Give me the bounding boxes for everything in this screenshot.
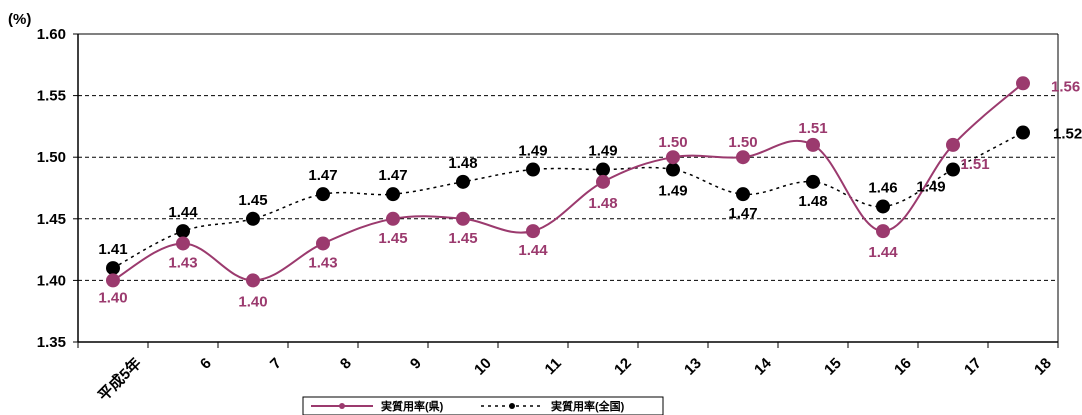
data-label: 1.43 bbox=[308, 254, 337, 271]
data-label: 1.50 bbox=[658, 134, 687, 151]
data-point bbox=[316, 187, 330, 202]
data-point bbox=[596, 162, 610, 177]
x-tick-label: 平成5年 bbox=[94, 354, 144, 404]
data-point bbox=[946, 137, 960, 152]
data-point bbox=[666, 150, 680, 165]
legend-marker-national bbox=[509, 403, 515, 409]
x-tick-label: 15 bbox=[821, 355, 845, 379]
data-label: 1.56 bbox=[1051, 78, 1080, 95]
data-label: 1.45 bbox=[238, 192, 267, 209]
data-label: 1.51 bbox=[798, 120, 827, 137]
data-point bbox=[456, 174, 470, 189]
x-tick-label: 17 bbox=[961, 355, 985, 379]
data-label: 1.41 bbox=[98, 241, 127, 258]
data-label: 1.52 bbox=[1053, 126, 1082, 143]
data-label: 1.49 bbox=[588, 143, 617, 160]
data-point bbox=[386, 211, 400, 226]
data-point bbox=[736, 150, 750, 165]
data-point bbox=[876, 199, 890, 214]
data-label: 1.43 bbox=[168, 254, 197, 271]
data-label: 1.49 bbox=[916, 179, 945, 196]
data-label: 1.48 bbox=[588, 195, 617, 212]
data-point bbox=[876, 224, 890, 239]
data-label: 1.47 bbox=[728, 205, 757, 222]
x-tick-label: 8 bbox=[337, 355, 355, 373]
x-tick-label: 6 bbox=[197, 355, 215, 373]
data-point bbox=[596, 174, 610, 189]
x-tick-label: 11 bbox=[542, 355, 565, 378]
x-tick-label: 18 bbox=[1031, 355, 1055, 379]
data-label: 1.40 bbox=[98, 289, 127, 306]
data-point bbox=[1016, 125, 1030, 140]
x-tick-label: 10 bbox=[471, 355, 495, 379]
data-point bbox=[666, 162, 680, 177]
y-tick-label: 1.50 bbox=[37, 149, 66, 166]
y-tick-label: 1.45 bbox=[37, 211, 66, 228]
data-label: 1.47 bbox=[308, 167, 337, 184]
axes: 1.35 1.40 1.45 1.50 1.55 1.60 (%) 平成5年 6 7 8 9 10 11 1… bbox=[8, 11, 1059, 405]
data-label: 1.45 bbox=[378, 230, 407, 247]
data-point bbox=[806, 137, 820, 152]
data-label: 1.48 bbox=[448, 155, 477, 172]
x-tick-label: 14 bbox=[751, 354, 775, 378]
data-point bbox=[946, 162, 960, 177]
x-tick-label: 16 bbox=[891, 355, 915, 379]
data-point bbox=[246, 273, 260, 288]
x-tick-label: 7 bbox=[267, 355, 285, 373]
legend-label-national: 実質用率(全国) bbox=[551, 399, 625, 413]
data-label: 1.49 bbox=[518, 143, 547, 160]
y-tick-label: 1.40 bbox=[37, 272, 66, 289]
data-label: 1.44 bbox=[518, 242, 548, 259]
data-label: 1.48 bbox=[798, 193, 827, 210]
data-label: 1.47 bbox=[378, 167, 407, 184]
x-tick-label: 9 bbox=[407, 355, 425, 373]
data-label: 1.44 bbox=[868, 244, 898, 261]
data-point bbox=[176, 236, 190, 251]
y-unit-label: (%) bbox=[8, 11, 31, 28]
data-point bbox=[1016, 76, 1030, 91]
data-point bbox=[526, 224, 540, 239]
data-point bbox=[176, 224, 190, 239]
legend: 実質用率(県) 実質用率(全国) bbox=[302, 396, 664, 415]
data-label: 1.45 bbox=[448, 230, 477, 247]
data-point bbox=[106, 261, 120, 276]
legend-label-prefecture: 実質用率(県) bbox=[381, 399, 444, 413]
y-tick-label: 1.35 bbox=[37, 334, 66, 351]
data-point bbox=[386, 187, 400, 202]
legend-marker-prefecture bbox=[339, 403, 345, 409]
data-label: 1.49 bbox=[658, 183, 687, 200]
data-point bbox=[106, 273, 120, 288]
data-label: 1.51 bbox=[960, 156, 989, 173]
data-label: 1.44 bbox=[168, 204, 198, 221]
x-tick-label: 13 bbox=[681, 355, 705, 379]
data-point bbox=[316, 236, 330, 251]
data-label: 1.40 bbox=[238, 293, 267, 310]
data-point bbox=[526, 162, 540, 177]
data-point bbox=[246, 211, 260, 226]
data-point bbox=[806, 174, 820, 189]
gridlines bbox=[78, 95, 1058, 281]
series-layer bbox=[106, 76, 1030, 288]
x-tick-label: 12 bbox=[611, 355, 635, 379]
data-point bbox=[456, 211, 470, 226]
data-labels: 1.40 1.43 1.40 1.43 1.45 1.45 1.44 1.48 1.50 1.50… bbox=[98, 78, 1082, 310]
data-point bbox=[736, 187, 750, 202]
y-tick-label: 1.60 bbox=[37, 26, 66, 43]
data-label: 1.50 bbox=[728, 134, 757, 151]
data-label: 1.46 bbox=[868, 179, 897, 196]
y-tick-label: 1.55 bbox=[37, 88, 66, 105]
